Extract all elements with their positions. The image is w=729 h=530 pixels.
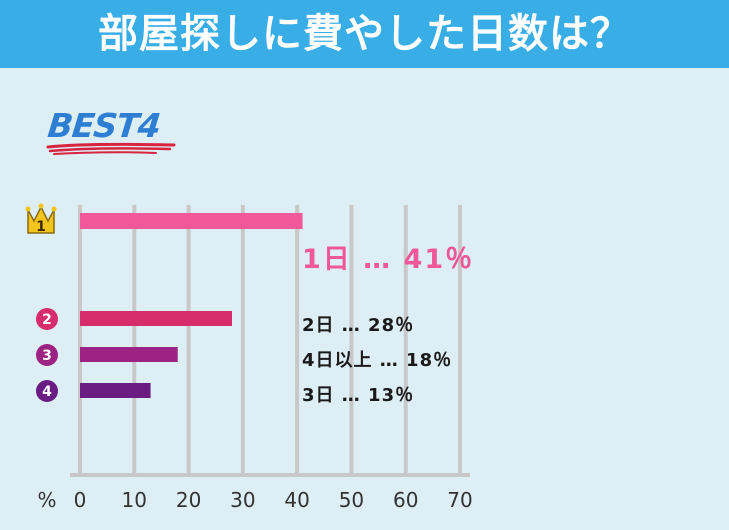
callout-rank-4: 3日 … 13％ xyxy=(302,385,415,406)
callout-rank-3: 4日以上 … 18％ xyxy=(302,350,453,371)
rank-label-2: 2 xyxy=(42,312,52,328)
rank-badge-4: 4 xyxy=(36,380,58,402)
bar-rank-1 xyxy=(80,213,303,229)
callout-rank-1: 1日 … 41％ xyxy=(302,244,475,275)
x-tick-label-10: 10 xyxy=(122,488,147,512)
x-tick-label-60: 60 xyxy=(393,488,418,512)
x-unit-label: % xyxy=(37,488,56,512)
rank-label-4: 4 xyxy=(42,384,52,400)
x-tick-label-0: 0 xyxy=(74,488,87,512)
callout-rank-2: 2日 … 28％ xyxy=(302,315,415,336)
bar-rank-4 xyxy=(80,383,151,398)
best-underline-icon xyxy=(46,142,176,155)
crown-icon: 1 xyxy=(25,203,57,235)
rank-label-3: 3 xyxy=(42,348,52,364)
rank-label-1: 1 xyxy=(36,219,46,235)
x-tick-label-70: 70 xyxy=(447,488,472,512)
x-tick-label-40: 40 xyxy=(284,488,309,512)
rank-badge-2: 2 xyxy=(36,308,58,330)
bar-rank-3 xyxy=(80,347,178,362)
rank-badge-3: 3 xyxy=(36,344,58,366)
x-tick-label-50: 50 xyxy=(339,488,364,512)
bar-rank-2 xyxy=(80,311,232,326)
page-title: 部屋探しに費やした日数は？ xyxy=(98,11,631,57)
x-tick-label-20: 20 xyxy=(176,488,201,512)
x-tick-label-30: 30 xyxy=(230,488,255,512)
title-bar: 部屋探しに費やした日数は？ xyxy=(0,0,729,68)
